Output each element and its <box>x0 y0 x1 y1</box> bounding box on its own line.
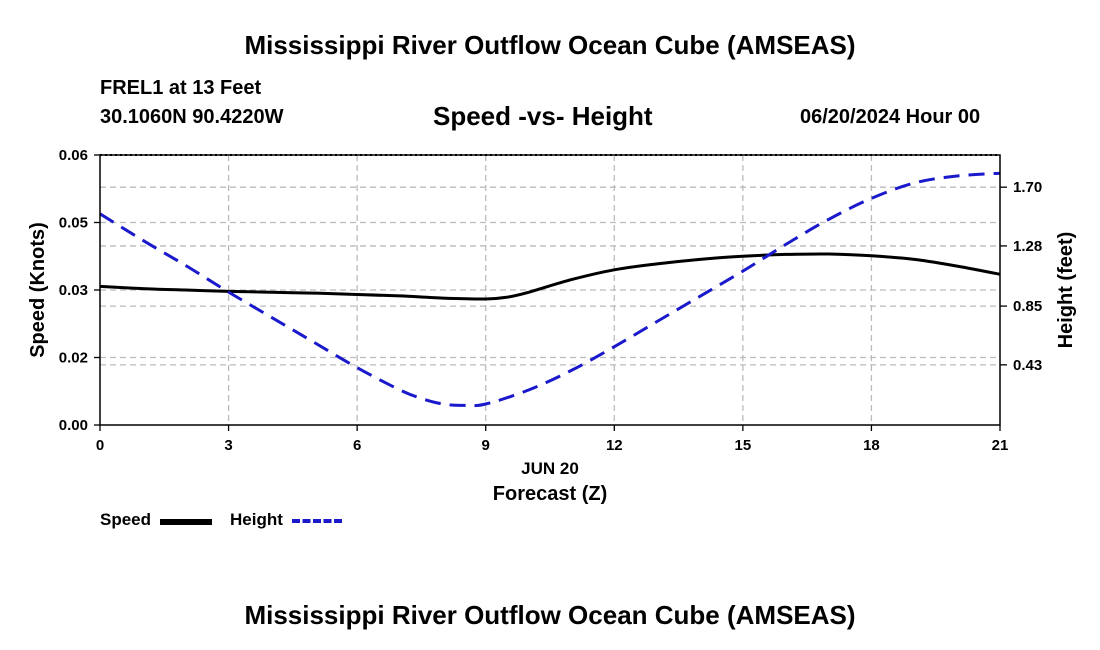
series-line-speed <box>99 252 1001 301</box>
x-tick-label: 18 <box>863 437 880 454</box>
x-tick-label: 3 <box>224 437 232 454</box>
forecast-date: 06/20/2024 Hour 00 <box>800 106 981 128</box>
coordinates-label: 30.1060N 90.4220W <box>100 106 284 128</box>
ticks: 0 3 6 9 12 15 18 21 0.00 0.02 0.03 0.05 0.06 0.43 0.85… <box>59 147 1042 454</box>
grid <box>100 155 1000 425</box>
legend-speed-swatch <box>160 519 212 525</box>
chart-subtitle: Speed -vs- Height <box>433 101 653 131</box>
y-axis-left-label: Speed (Knots) <box>27 222 49 358</box>
y-left-tick-label: 0.00 <box>59 417 88 434</box>
legend-speed-label: Speed <box>100 510 152 529</box>
y-left-tick-label: 0.05 <box>59 215 88 232</box>
x-axis-label: Forecast (Z) <box>493 483 607 505</box>
x-axis-date-label: JUN 20 <box>521 459 579 478</box>
y-right-tick-label: 1.28 <box>1013 238 1042 255</box>
legend-height-swatch <box>292 519 342 523</box>
main-title: Mississippi River Outflow Ocean Cube (AM… <box>244 30 856 60</box>
y-axis-right-label: Height (feet) <box>1055 232 1077 349</box>
x-tick-label: 21 <box>992 437 1009 454</box>
x-tick-label: 6 <box>353 437 361 454</box>
y-left-tick-label: 0.02 <box>59 350 88 367</box>
y-right-tick-label: 1.70 <box>1013 179 1042 196</box>
y-right-tick-label: 0.43 <box>1013 357 1042 374</box>
y-left-tick-label: 0.03 <box>59 282 88 299</box>
x-tick-label: 9 <box>482 437 490 454</box>
x-tick-label: 15 <box>735 437 752 454</box>
x-tick-label: 0 <box>96 437 104 454</box>
x-tick-label: 12 <box>606 437 623 454</box>
y-left-tick-label: 0.06 <box>59 147 88 164</box>
y-right-tick-label: 0.85 <box>1013 298 1042 315</box>
legend-height-label: Height <box>230 510 283 529</box>
series-line-height <box>99 171 1001 408</box>
footer-title: Mississippi River Outflow Ocean Cube (AM… <box>244 600 856 630</box>
series <box>99 171 1001 408</box>
station-label: FREL1 at 13 Feet <box>100 77 262 99</box>
